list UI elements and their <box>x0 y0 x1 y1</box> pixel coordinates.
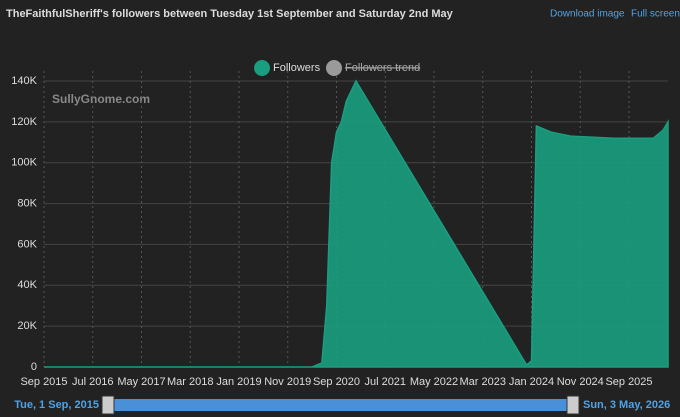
x-tick-label: Sep 2020 <box>313 376 360 388</box>
y-tick-label: 20K <box>17 320 37 332</box>
x-tick-label: Sep 2025 <box>605 376 652 388</box>
x-tick-label: Jan 2019 <box>216 376 261 388</box>
x-tick-label: May 2022 <box>410 376 458 388</box>
legend-label[interactable]: Followers <box>273 62 321 74</box>
fullscreen-link[interactable]: Full screen <box>631 9 680 20</box>
slider-handle[interactable] <box>566 395 580 415</box>
y-tick-label: 100K <box>11 157 37 169</box>
x-tick-label: Jan 2024 <box>509 376 554 388</box>
legend-marker[interactable] <box>254 60 270 76</box>
x-tick-label: Mar 2023 <box>460 376 506 388</box>
y-tick-label: 60K <box>17 238 37 250</box>
x-tick-label: Jul 2021 <box>364 376 406 388</box>
download-link[interactable]: Download image <box>550 9 625 20</box>
y-tick-label: 40K <box>17 279 37 291</box>
legend-label[interactable]: Followers trend <box>345 62 420 74</box>
x-tick-label: Sep 2015 <box>20 376 67 388</box>
slider-handle[interactable] <box>101 395 115 415</box>
x-tick-label: Mar 2018 <box>167 376 213 388</box>
range-end-label: Sun, 3 May, 2026 <box>583 399 670 411</box>
range-start-label: Tue, 1 Sep, 2015 <box>14 399 99 411</box>
x-tick-label: Nov 2024 <box>557 376 604 388</box>
slider-track <box>108 399 573 411</box>
x-tick-label: Jul 2016 <box>72 376 114 388</box>
y-tick-label: 0 <box>31 361 37 373</box>
watermark: SullyGnome.com <box>52 92 150 106</box>
x-tick-label: Nov 2019 <box>264 376 311 388</box>
chart-title: TheFaithfulSheriff's followers between T… <box>6 8 454 20</box>
legend-marker[interactable] <box>326 60 342 76</box>
y-tick-label: 120K <box>11 116 37 128</box>
area <box>44 79 669 368</box>
x-tick-label: May 2017 <box>117 376 165 388</box>
y-tick-label: 80K <box>17 197 37 209</box>
y-tick-label: 140K <box>11 75 37 87</box>
